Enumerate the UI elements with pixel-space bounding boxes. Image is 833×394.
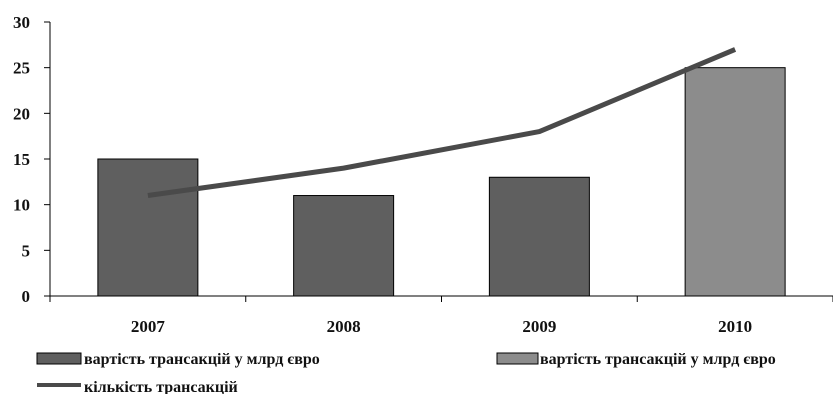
x-tick-label-2009: 2009 [522, 317, 556, 336]
bars-layer [97, 67, 786, 297]
bar-2009-series-0 [488, 176, 590, 297]
bar-2007-series-0 [97, 158, 199, 297]
y-tick-label: 30 [13, 13, 30, 32]
x-tick-labels: 2007 2008 2009 2010 [131, 317, 752, 336]
y-tick-label: 10 [13, 196, 30, 215]
legend-item-value-light: вартість трансакцій у млрд євро [496, 351, 776, 368]
x-tick-label-2010: 2010 [718, 317, 752, 336]
legend-label-count: кількість трансакцій [84, 379, 238, 394]
y-tick-labels: 0 5 10 15 20 25 30 [13, 13, 30, 306]
legend: вартість трансакцій у млрд євро вартість… [36, 351, 776, 394]
legend-swatch-dark [36, 352, 82, 365]
legend-label-value-light: вартість трансакцій у млрд євро [540, 351, 776, 368]
legend-swatch-light [496, 352, 539, 365]
legend-item-value-dark: вартість трансакцій у млрд євро [36, 351, 320, 368]
x-tick-label-2007: 2007 [131, 317, 166, 336]
line-layer [147, 47, 737, 199]
y-tick-label: 5 [22, 241, 31, 260]
legend-label-value-dark: вартість трансакцій у млрд євро [84, 351, 320, 368]
y-tick-label: 25 [13, 59, 30, 78]
axes-layer [44, 21, 833, 302]
bar-2008-series-0 [293, 195, 395, 297]
x-tick-label-2008: 2008 [327, 317, 361, 336]
legend-item-count: кількість трансакцій [37, 379, 238, 394]
line-series-2 [147, 47, 737, 199]
y-tick-label: 0 [22, 287, 31, 306]
y-tick-label: 15 [13, 150, 30, 169]
y-tick-label: 20 [13, 104, 30, 123]
bar-2010-series-1 [684, 67, 786, 297]
